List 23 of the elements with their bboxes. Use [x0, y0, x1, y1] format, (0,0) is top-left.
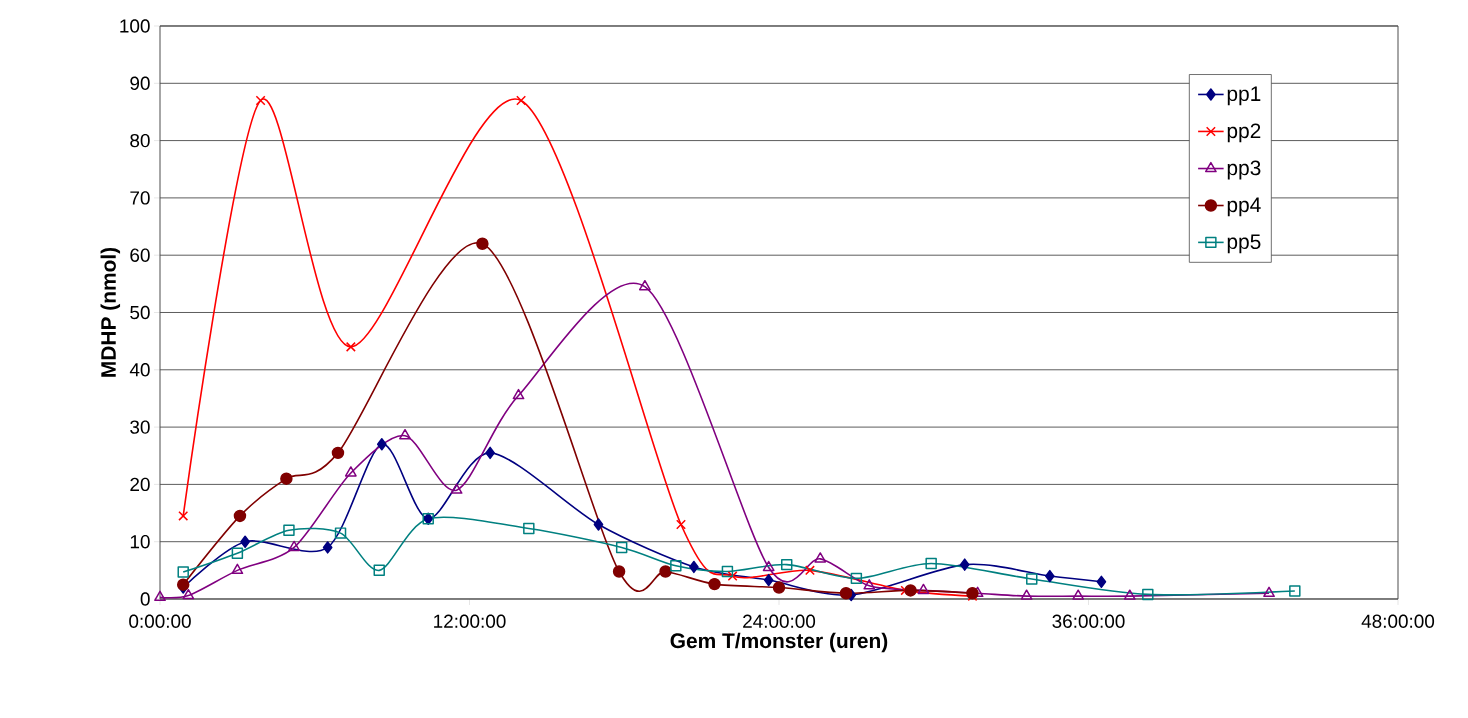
legend-label: pp4 [1227, 197, 1261, 217]
x-tick-label: 48:00:00 [1361, 614, 1435, 628]
y-axis-title: MDHP (nmol) [100, 247, 121, 377]
y-tick-label: 70 [130, 191, 150, 205]
x-axis-title: Gem T/monster (uren) [670, 632, 888, 653]
x-tick-label: 36:00:00 [1052, 614, 1125, 628]
y-tick-label: 60 [130, 248, 150, 262]
y-tick-label: 10 [130, 535, 150, 549]
legend-label: pp5 [1227, 234, 1261, 254]
y-tick-label: 30 [130, 420, 150, 434]
y-tick-label: 0 [140, 592, 150, 606]
x-tick-label: 12:00:00 [434, 614, 506, 628]
y-tick-label: 90 [130, 76, 150, 90]
x-tick-label: 0:00:00 [129, 614, 191, 628]
y-tick-label: 80 [130, 133, 150, 148]
x-tick-label: 24:00:00 [743, 614, 816, 628]
y-tick-label: 40 [129, 363, 150, 377]
y-tick-label: 20 [130, 477, 150, 492]
legend-label: pp1 [1227, 86, 1261, 106]
y-tick-label: 50 [130, 305, 150, 320]
y-tick-label: 100 [120, 19, 150, 33]
legend-label: pp2 [1227, 123, 1261, 143]
legend-label: pp3 [1227, 160, 1261, 180]
